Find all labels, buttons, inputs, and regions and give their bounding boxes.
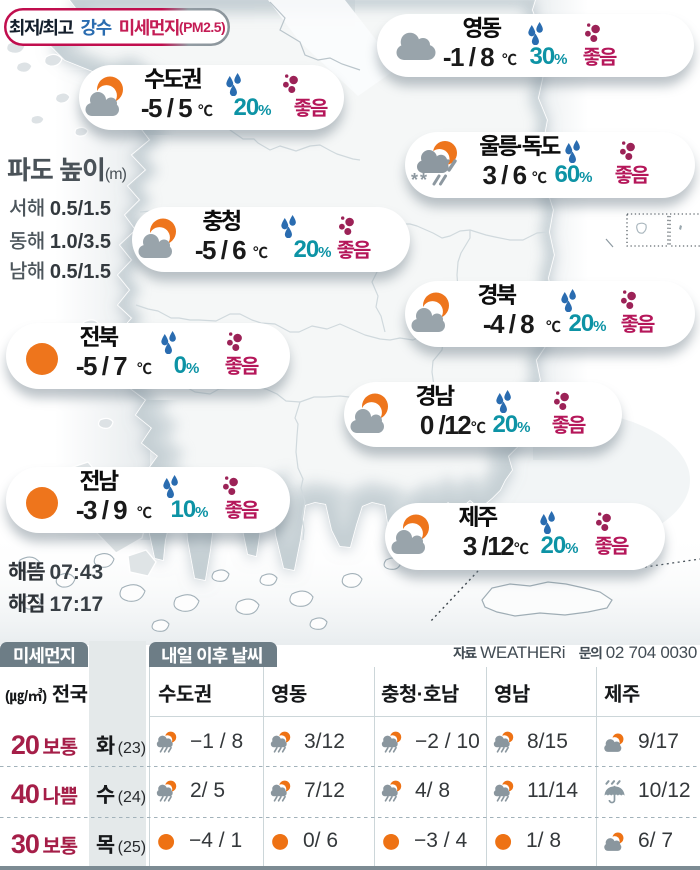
svg-text:*: * — [420, 170, 427, 190]
svg-text:*: * — [411, 170, 418, 190]
